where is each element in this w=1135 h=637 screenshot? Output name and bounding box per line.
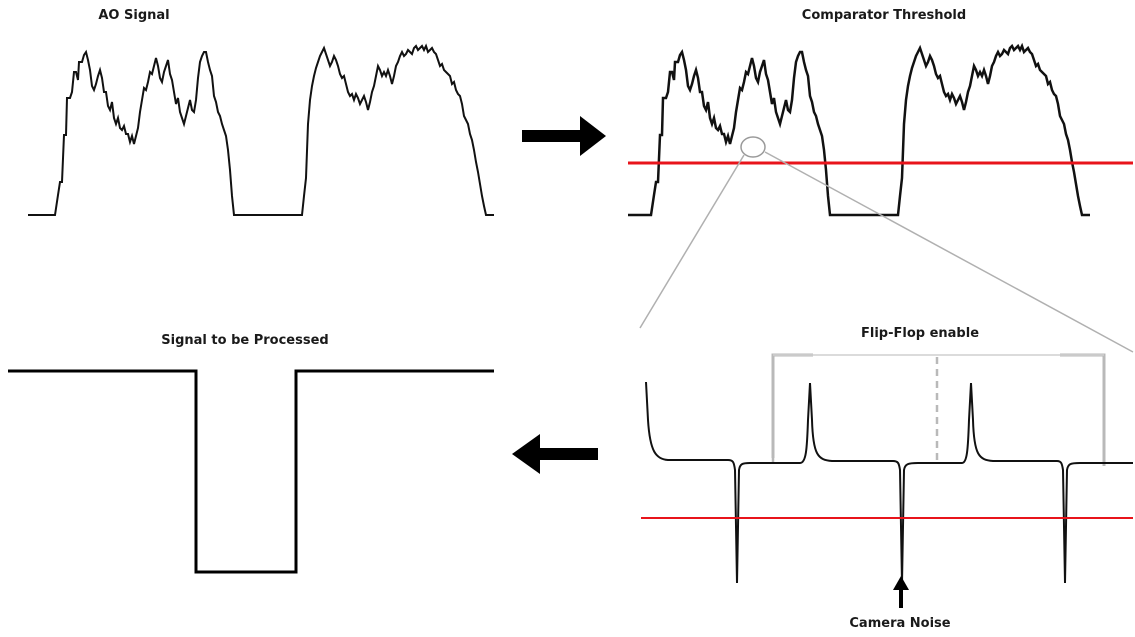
derivative-waveform (645, 381, 1133, 584)
zoom-guide-right (764, 151, 1134, 353)
zoom-circle (740, 136, 766, 158)
ao-signal-waveform (28, 43, 494, 216)
label-ao-signal: AO Signal (98, 8, 170, 23)
arrow-left-icon (512, 434, 598, 474)
label-camera-noise: Camera Noise (849, 616, 951, 631)
arrow-right-icon (522, 116, 606, 156)
label-comparator-threshold: Comparator Threshold (801, 8, 967, 23)
zoom-guide-left (639, 154, 745, 329)
label-signal-to-be-processed: Signal to be Processed (161, 333, 329, 348)
processed-signal-waveform (8, 369, 494, 574)
arrow-up-icon (893, 576, 909, 608)
label-flip-flop-enable: Flip-Flop enable (860, 326, 980, 341)
flip-flop-enable-bracket (771, 353, 1106, 466)
comparator-waveform (628, 42, 1090, 217)
